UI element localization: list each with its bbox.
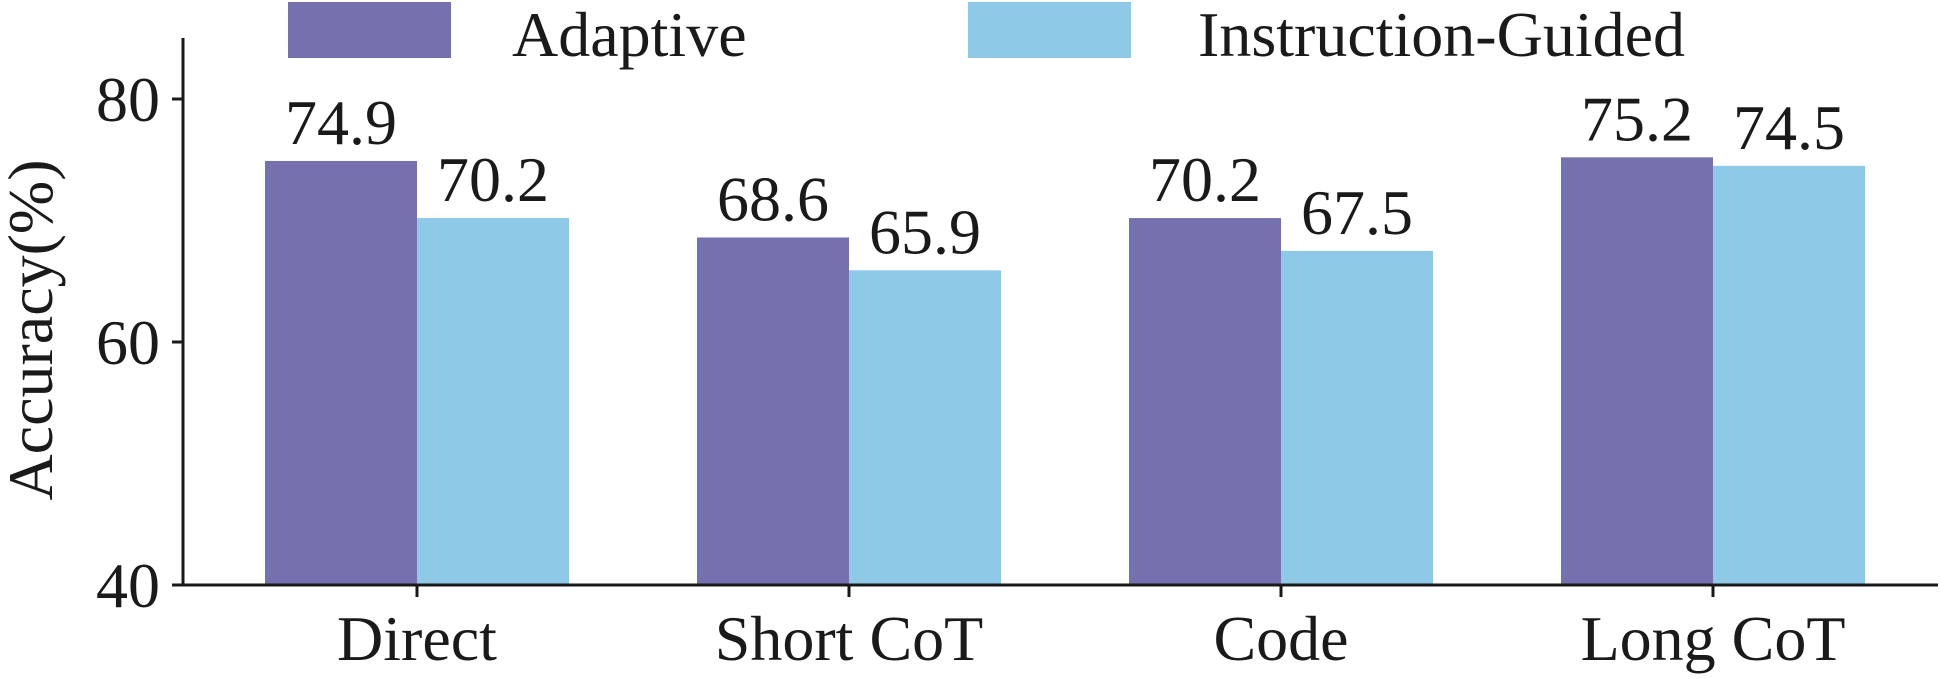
x-tick-label: Short CoT bbox=[715, 603, 983, 674]
x-tick-label: Long CoT bbox=[1581, 603, 1846, 674]
bar-adaptive-3 bbox=[1561, 157, 1713, 585]
y-tick-label: 60 bbox=[96, 307, 160, 378]
data-labels-group: 74.9 68.6 70.2 75.2 70.2 65.9 67.5 74.5 bbox=[285, 83, 1845, 267]
data-label: 74.9 bbox=[285, 87, 397, 158]
bar-instruction-guided-1 bbox=[849, 270, 1001, 585]
bar-instruction-guided-2 bbox=[1281, 250, 1433, 585]
data-label: 70.2 bbox=[1149, 144, 1261, 215]
legend-swatch-instruction-guided bbox=[968, 2, 1131, 58]
data-label: 68.6 bbox=[717, 164, 829, 235]
x-tick-label: Code bbox=[1213, 603, 1348, 674]
y-tick-label: 40 bbox=[96, 550, 160, 621]
data-label: 70.2 bbox=[437, 144, 549, 215]
data-label: 74.5 bbox=[1733, 92, 1845, 163]
x-ticks-group: Direct Short CoT Code Long CoT bbox=[337, 585, 1845, 674]
legend-swatch-adaptive bbox=[288, 2, 451, 58]
x-tick-label: Direct bbox=[337, 603, 497, 674]
y-ticks-group: 40 60 80 bbox=[96, 64, 183, 621]
bar-instruction-guided-0 bbox=[417, 218, 569, 585]
bar-adaptive-0 bbox=[265, 160, 417, 585]
data-label: 75.2 bbox=[1581, 83, 1693, 154]
bars-group bbox=[265, 157, 1865, 585]
legend-label-adaptive: Adaptive bbox=[512, 0, 747, 70]
data-label: 65.9 bbox=[869, 196, 981, 267]
axes-group bbox=[181, 38, 1938, 587]
y-tick-label: 80 bbox=[96, 64, 160, 135]
legend: Adaptive Instruction-Guided bbox=[288, 0, 1685, 70]
bar-instruction-guided-3 bbox=[1713, 165, 1865, 585]
data-label: 67.5 bbox=[1301, 177, 1413, 248]
bar-adaptive-1 bbox=[697, 237, 849, 585]
y-axis-label: Accuracy(%) bbox=[0, 159, 66, 500]
legend-label-instruction-guided: Instruction-Guided bbox=[1198, 0, 1685, 70]
bar-adaptive-2 bbox=[1129, 218, 1281, 585]
